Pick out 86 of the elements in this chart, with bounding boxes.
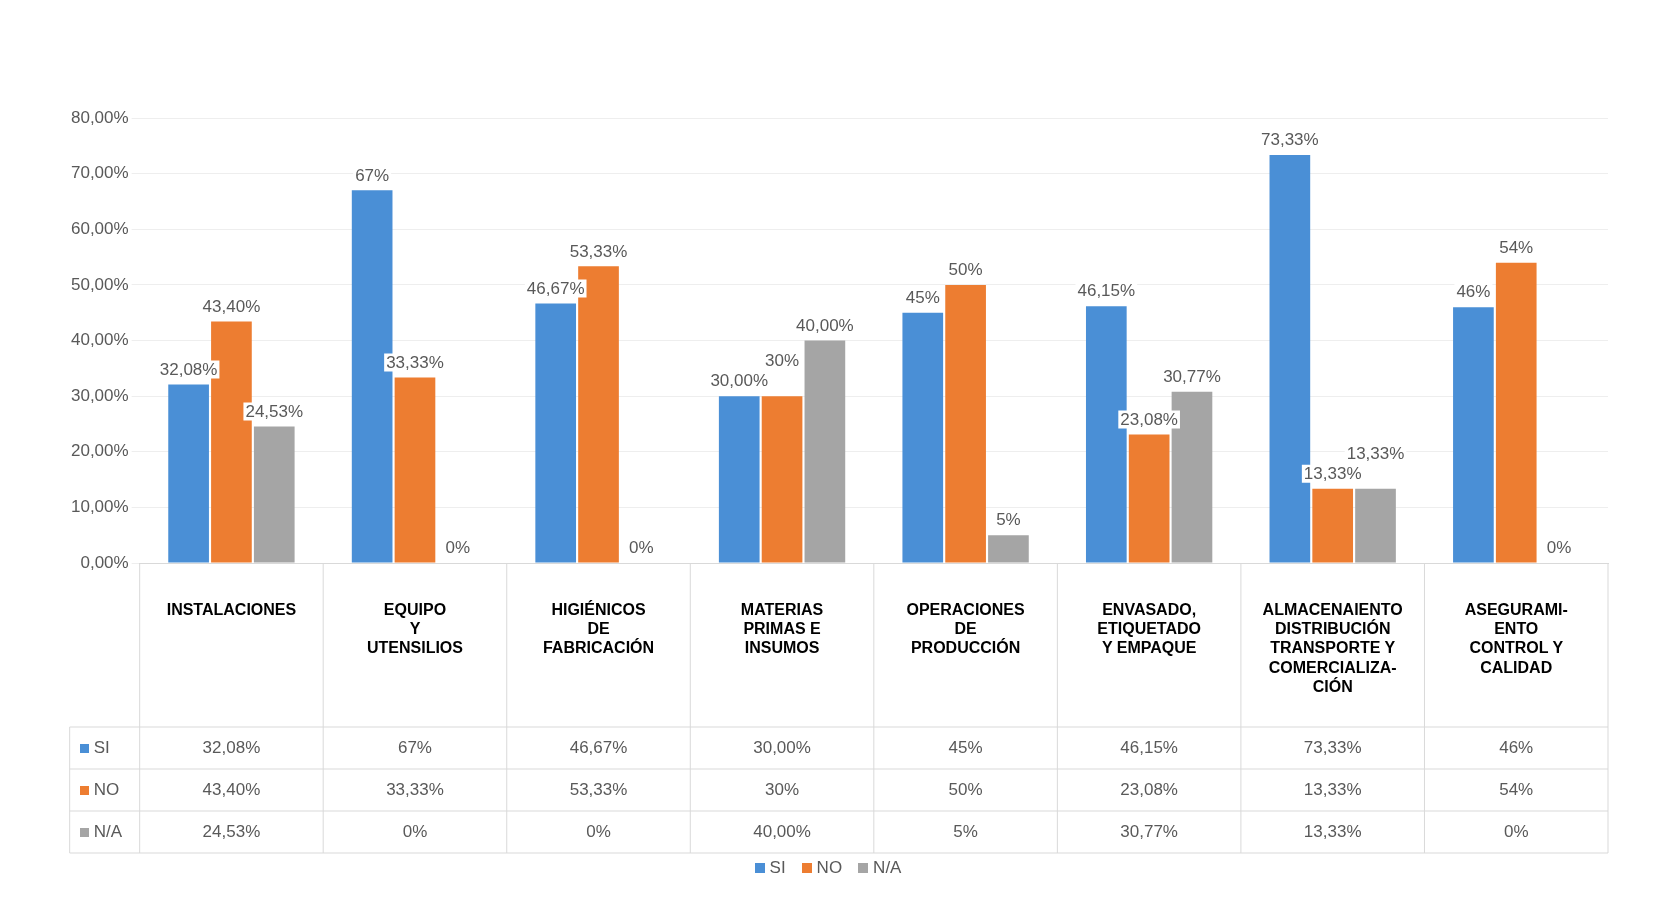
data-label: 0% — [586, 821, 611, 841]
x-tick-label: ENVASADO, ETIQUETADO Y EMPAQUE — [1097, 601, 1201, 657]
bar — [804, 340, 846, 563]
data-label: 5% — [953, 821, 978, 841]
y-tick-label: 80,00% — [70, 107, 129, 127]
data-label: 43,40% — [202, 779, 261, 799]
x-tick-label: INSTALACIONES — [166, 601, 297, 619]
text: 0% — [445, 538, 471, 558]
legend-label: N/A — [93, 821, 123, 841]
bar — [1355, 488, 1396, 563]
y-tick-label: 60,00% — [70, 218, 129, 238]
data-label: 46,15% — [1120, 737, 1178, 757]
bar — [902, 312, 944, 563]
legend-label: NO — [93, 779, 120, 799]
data-label: 32,08% — [202, 737, 261, 757]
text: 30% — [765, 351, 800, 371]
text: 33,33% — [386, 352, 444, 372]
text: SI — [769, 858, 786, 877]
data-label: 46,67% — [569, 737, 628, 757]
y-tick-label: 50,00% — [70, 274, 129, 294]
text: 32,08% — [159, 359, 218, 379]
bar — [1312, 488, 1354, 563]
data-label: 13,33% — [1303, 779, 1362, 799]
text: N/A — [873, 858, 902, 877]
text: 24,53% — [245, 401, 304, 421]
legend-label: SI — [93, 737, 110, 757]
data-label: 67% — [397, 737, 432, 757]
y-tick-label: 20,00% — [70, 441, 129, 461]
bar — [945, 284, 986, 563]
text: 30,77% — [1163, 367, 1221, 387]
text: 46,67% — [526, 278, 585, 298]
data-label: 30,77% — [1120, 821, 1178, 841]
text: 45% — [905, 287, 940, 307]
text: 67% — [355, 165, 390, 185]
y-tick-label: 70,00% — [70, 163, 129, 183]
y-tick-label: 40,00% — [70, 330, 129, 350]
data-label: 13,33% — [1303, 821, 1362, 841]
text: 46% — [1456, 282, 1491, 302]
text: 0% — [629, 538, 654, 558]
y-tick-label: 0,00% — [80, 552, 129, 572]
y-tick-label: 10,00% — [70, 497, 129, 517]
y-tick-label: 30,00% — [70, 385, 129, 405]
x-tick-label: OPERACIONES DE PRODUCCIÓN — [906, 601, 1026, 657]
data-label: 33,33% — [386, 779, 444, 799]
text: 43,40% — [202, 296, 261, 316]
text: 5% — [996, 510, 1021, 530]
data-label: 73,33% — [1303, 737, 1362, 757]
data-label: 53,33% — [569, 779, 628, 799]
text: 30,00% — [710, 371, 769, 391]
text: 40,00% — [796, 315, 854, 335]
text: 53,33% — [569, 241, 628, 261]
text: 50% — [948, 260, 983, 280]
data-label: 0% — [402, 821, 428, 841]
x-tick-label: EQUIPO Y UTENSILIOS — [366, 601, 464, 657]
data-label: 50% — [948, 779, 983, 799]
text: 46,15% — [1077, 281, 1136, 301]
data-label: 30% — [765, 779, 800, 799]
x-tick-label: ASEGURAMI- ENTO CONTROL Y CALIDAD — [1464, 601, 1568, 676]
data-label: 24,53% — [202, 821, 261, 841]
bar — [253, 426, 295, 563]
text: 0% — [1546, 538, 1572, 558]
data-label: 23,08% — [1120, 779, 1178, 799]
data-label: 40,00% — [753, 821, 811, 841]
bar — [1453, 307, 1494, 563]
data-label: 46% — [1499, 737, 1534, 757]
text: NO — [816, 858, 843, 877]
bar — [168, 384, 209, 563]
bar — [1495, 262, 1537, 563]
x-tick-label: MATERIAS PRIMAS E INSUMOS — [740, 601, 824, 657]
data-label: 0% — [1503, 821, 1529, 841]
text: 23,08% — [1120, 409, 1178, 429]
data-label: 30,00% — [753, 737, 811, 757]
data-label: 54% — [1499, 779, 1534, 799]
text: 54% — [1499, 237, 1534, 257]
bar — [988, 535, 1029, 563]
data-label: 45% — [948, 737, 983, 757]
x-tick-label: ALMACENAIENTO DISTRIBUCIÓN TRANSPORTE Y COMERCIALIZA- CIÓN — [1262, 601, 1403, 695]
bar — [535, 303, 577, 563]
bar — [394, 377, 436, 563]
text: 13,33% — [1346, 444, 1405, 464]
bar — [718, 396, 760, 563]
x-tick-label: HIGIÉNICOS DE FABRICACIÓN — [542, 600, 655, 657]
text: 13,33% — [1303, 464, 1362, 484]
bar — [761, 396, 803, 563]
text: 73,33% — [1261, 130, 1319, 150]
bar — [1128, 434, 1170, 563]
